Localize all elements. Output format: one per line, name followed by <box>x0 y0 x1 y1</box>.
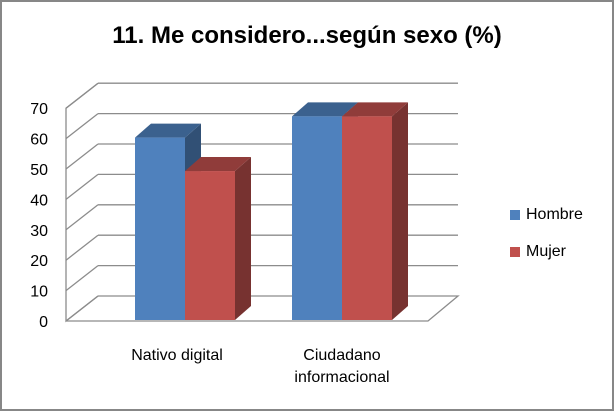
bar-top <box>135 123 201 138</box>
bar-hombre <box>292 116 342 320</box>
legend: Hombre Mujer <box>510 205 583 279</box>
gridline-diagonal <box>65 143 99 170</box>
bar-top <box>342 102 408 117</box>
chart-title: 11. Me considero...según sexo (%) <box>112 22 502 49</box>
gridline-diagonal <box>65 265 99 292</box>
y-tick-label: 10 <box>30 284 48 301</box>
bar-side <box>235 157 251 320</box>
gridline-diagonal <box>65 173 99 200</box>
legend-label-hombre: Hombre <box>526 206 583 223</box>
gridline-diagonal <box>65 295 99 322</box>
y-tick-label: 0 <box>39 314 48 331</box>
floor <box>66 295 460 322</box>
y-tick-label: 30 <box>30 223 48 240</box>
bar-top <box>185 157 251 172</box>
y-tick-label: 50 <box>30 162 48 179</box>
legend-item-hombre: Hombre <box>510 205 583 225</box>
legend-swatch-hombre <box>510 210 520 220</box>
bar-mujer <box>342 116 392 320</box>
bar-side <box>392 102 408 320</box>
y-tick-label: 70 <box>30 101 48 118</box>
x-category-label: Nativo digital <box>131 347 223 364</box>
bar-hombre <box>135 137 185 320</box>
gridline-diagonal <box>65 204 99 231</box>
bar-mujer <box>185 171 235 320</box>
y-tick-label: 40 <box>30 192 48 209</box>
gridline-diagonal <box>65 82 99 109</box>
legend-swatch-mujer <box>510 247 520 257</box>
gridline-diagonal <box>65 113 99 140</box>
gridline-diagonal <box>65 234 99 261</box>
y-tick-label: 60 <box>30 132 48 149</box>
x-category-label: informacional <box>294 369 389 386</box>
bar-top <box>292 102 358 117</box>
x-category-label: Ciudadano <box>303 347 381 364</box>
legend-item-mujer: Mujer <box>510 242 583 262</box>
left-wall <box>65 82 99 323</box>
legend-label-mujer: Mujer <box>526 243 567 260</box>
y-tick-label: 20 <box>30 253 48 270</box>
